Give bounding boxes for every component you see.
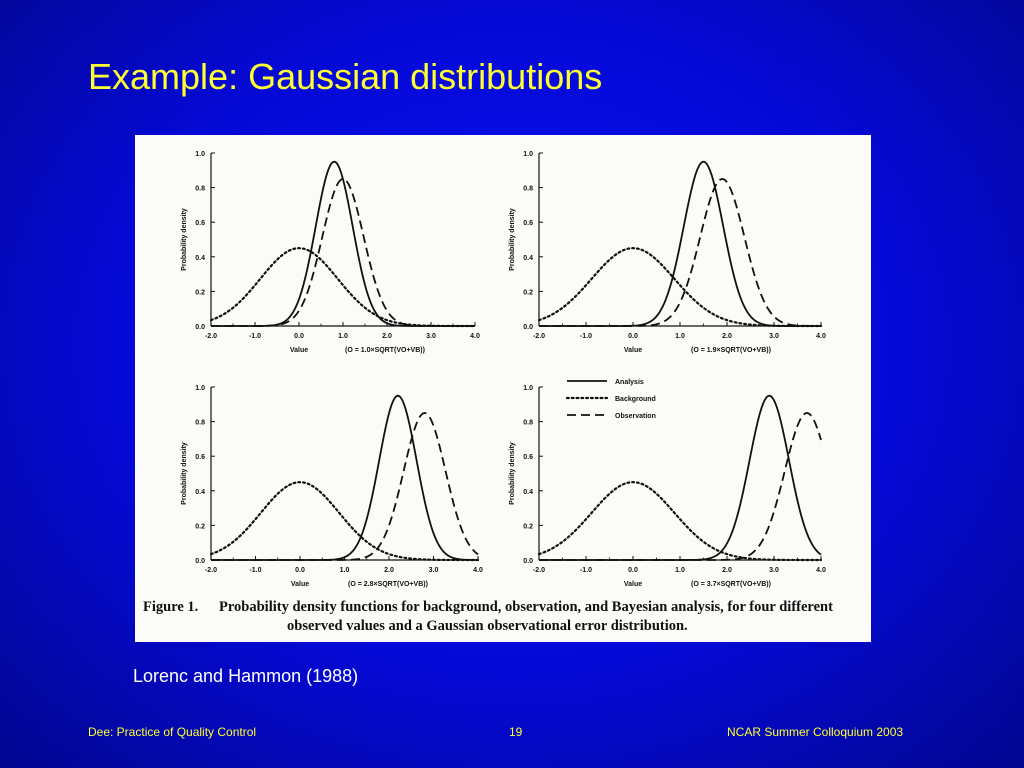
y-axis-label: Probability density: [509, 442, 516, 505]
x-tick-label: 1.0: [340, 567, 350, 574]
panel-annotation: (O = 1.9×SQRT(VO+VB)): [691, 347, 771, 354]
x-tick-label: 2.0: [722, 333, 732, 340]
figure-caption-line1: Probability density functions for backgr…: [219, 599, 833, 615]
chart-figure: 0.0 0.2 0.4 0.6 0.8 1.0 -2.0 -1.0 0.0 1.0 2.0 3.0 4.…: [181, 151, 826, 588]
legend-label-background: Background: [615, 396, 656, 403]
series-background-curve: [537, 247, 823, 328]
y-tick-label: 0.8: [195, 186, 205, 193]
x-tick-label: 1.0: [675, 567, 685, 574]
x-tick-label: 2.0: [382, 333, 392, 340]
y-axis-label: Probability density: [509, 208, 516, 271]
chart-panel-1: 0.0 0.2 0.4 0.6 0.8 1.0 -2.0 -1.0 0.0 1.0 2.0 3.0 4.…: [181, 151, 480, 354]
x-axis-label: Value: [290, 347, 308, 354]
x-tick-label: 4.0: [470, 333, 480, 340]
y-tick-label: 0.2: [195, 289, 205, 296]
x-tick-label: 0.0: [628, 333, 638, 340]
y-tick-label: 0.4: [523, 489, 533, 496]
panel-annotation: (O = 2.8×SQRT(VO+VB)): [348, 581, 428, 588]
y-tick-label: 0.8: [523, 420, 533, 427]
legend-label-observation: Observation: [615, 413, 656, 420]
y-tick-label: 0.0: [195, 558, 205, 565]
y-tick-label: 0.6: [195, 454, 205, 461]
chart-panel-3: 0.0 0.2 0.4 0.6 0.8 1.0 -2.0 -1.0 0.0 1.0 2.0 3.0 4.…: [181, 385, 483, 588]
chart-panel-2: 0.0 0.2 0.4 0.6 0.8 1.0 -2.0 -1.0 0.0 1.0 2.0 3.0 4.…: [509, 151, 826, 354]
x-tick-label: 4.0: [473, 567, 483, 574]
series-analysis-curve: [211, 160, 475, 327]
legend-label-analysis: Analysis: [615, 379, 644, 386]
footer-left: Dee: Practice of Quality Control: [88, 725, 257, 739]
x-axis-label: Value: [624, 581, 642, 588]
x-tick-label: -1.0: [249, 333, 261, 340]
figure: 0.0 0.2 0.4 0.6 0.8 1.0 -2.0 -1.0 0.0 1.0 2.0 3.0 4.…: [135, 135, 871, 642]
chart-legend: Analysis Background Observation: [565, 379, 656, 420]
x-tick-label: -2.0: [533, 567, 545, 574]
x-tick-label: 3.0: [769, 567, 779, 574]
y-tick-label: 0.4: [195, 489, 205, 496]
x-tick-label: -2.0: [205, 333, 217, 340]
x-tick-label: 3.0: [429, 567, 439, 574]
series-observation-curve: [539, 412, 822, 561]
x-tick-label: 2.0: [722, 567, 732, 574]
x-tick-label: 0.0: [295, 567, 305, 574]
x-tick-label: -1.0: [580, 333, 592, 340]
series-background-curve: [209, 481, 480, 562]
series-observation-curve: [211, 178, 475, 327]
y-tick-label: 0.6: [523, 220, 533, 227]
chart-panel-4: 0.0 0.2 0.4 0.6 0.8 1.0 -2.0 -1.0 0.0 1.0 2.0 3.0 4.…: [509, 379, 826, 588]
figure-caption-label: Figure 1.: [143, 599, 199, 615]
x-tick-label: 3.0: [426, 333, 436, 340]
panel-annotation: (O = 1.0×SQRT(VO+VB)): [345, 347, 425, 354]
y-tick-label: 0.2: [523, 289, 533, 296]
x-tick-label: 3.0: [769, 333, 779, 340]
series-background-curve: [537, 481, 823, 562]
x-tick-label: 1.0: [675, 333, 685, 340]
footer-page-number: 19: [509, 725, 523, 739]
figure-caption-line2: observed values and a Gaussian observati…: [287, 618, 688, 634]
slide-title: Example: Gaussian distributions: [88, 56, 603, 97]
y-tick-label: 1.0: [195, 151, 205, 158]
footer-right: NCAR Summer Colloquium 2003: [727, 725, 904, 739]
x-tick-label: 0.0: [294, 333, 304, 340]
source-citation: Lorenc and Hammon (1988): [133, 666, 359, 686]
series-analysis-curve: [211, 394, 478, 561]
series-analysis-curve: [539, 160, 821, 327]
y-tick-label: 0.0: [523, 558, 533, 565]
y-tick-label: 0.4: [195, 255, 205, 262]
y-tick-label: 0.6: [523, 454, 533, 461]
y-tick-label: 1.0: [523, 151, 533, 158]
x-tick-label: 1.0: [338, 333, 348, 340]
y-tick-label: 0.6: [195, 220, 205, 227]
series-analysis-curve: [539, 394, 822, 561]
x-axis-label: Value: [624, 347, 642, 354]
series-observation-curve: [539, 178, 821, 327]
y-tick-label: 0.2: [195, 523, 205, 530]
y-tick-label: 0.4: [523, 255, 533, 262]
y-tick-label: 0.2: [523, 523, 533, 530]
y-tick-label: 0.8: [523, 186, 533, 193]
x-tick-label: 4.0: [816, 333, 826, 340]
y-tick-label: 0.0: [523, 324, 533, 331]
y-tick-label: 0.0: [195, 324, 205, 331]
series-observation-curve: [211, 412, 479, 561]
x-tick-label: -1.0: [580, 567, 592, 574]
series-background-curve: [209, 247, 477, 328]
y-axis-label: Probability density: [181, 208, 188, 271]
y-tick-label: 0.8: [195, 420, 205, 427]
x-tick-label: -2.0: [533, 333, 545, 340]
y-tick-label: 1.0: [523, 385, 533, 392]
x-tick-label: 0.0: [628, 567, 638, 574]
x-tick-label: 4.0: [816, 567, 826, 574]
y-axis-label: Probability density: [181, 442, 188, 505]
x-axis-label: Value: [291, 581, 309, 588]
x-tick-label: -2.0: [205, 567, 217, 574]
x-tick-label: -1.0: [249, 567, 261, 574]
x-tick-label: 2.0: [384, 567, 394, 574]
panel-annotation: (O = 3.7×SQRT(VO+VB)): [691, 581, 771, 588]
y-tick-label: 1.0: [195, 385, 205, 392]
